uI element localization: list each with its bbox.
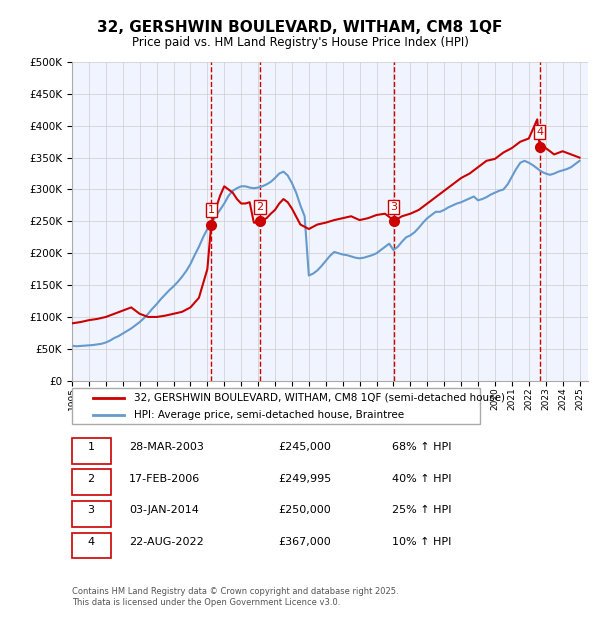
Text: £245,000: £245,000: [278, 442, 331, 452]
FancyBboxPatch shape: [72, 438, 110, 464]
Text: 2: 2: [88, 474, 95, 484]
Text: 1: 1: [208, 205, 215, 215]
Text: 4: 4: [536, 127, 543, 137]
Text: 28-MAR-2003: 28-MAR-2003: [129, 442, 203, 452]
Text: £249,995: £249,995: [278, 474, 332, 484]
Text: 4: 4: [88, 537, 95, 547]
Text: 68% ↑ HPI: 68% ↑ HPI: [392, 442, 451, 452]
Text: 10% ↑ HPI: 10% ↑ HPI: [392, 537, 451, 547]
Text: HPI: Average price, semi-detached house, Braintree: HPI: Average price, semi-detached house,…: [134, 410, 404, 420]
Text: 32, GERSHWIN BOULEVARD, WITHAM, CM8 1QF: 32, GERSHWIN BOULEVARD, WITHAM, CM8 1QF: [97, 20, 503, 35]
Text: £367,000: £367,000: [278, 537, 331, 547]
Text: 22-AUG-2022: 22-AUG-2022: [129, 537, 203, 547]
Text: £250,000: £250,000: [278, 505, 331, 515]
Text: Price paid vs. HM Land Registry's House Price Index (HPI): Price paid vs. HM Land Registry's House …: [131, 36, 469, 48]
Text: 3: 3: [88, 505, 95, 515]
FancyBboxPatch shape: [72, 389, 479, 424]
FancyBboxPatch shape: [72, 533, 110, 559]
FancyBboxPatch shape: [72, 469, 110, 495]
FancyBboxPatch shape: [72, 501, 110, 527]
Text: 17-FEB-2006: 17-FEB-2006: [129, 474, 200, 484]
Text: 2: 2: [257, 202, 263, 212]
Text: 25% ↑ HPI: 25% ↑ HPI: [392, 505, 451, 515]
Text: 32, GERSHWIN BOULEVARD, WITHAM, CM8 1QF (semi-detached house): 32, GERSHWIN BOULEVARD, WITHAM, CM8 1QF …: [134, 393, 505, 403]
Text: 1: 1: [88, 442, 95, 452]
Text: 3: 3: [390, 202, 397, 212]
Text: 40% ↑ HPI: 40% ↑ HPI: [392, 474, 451, 484]
Text: 03-JAN-2014: 03-JAN-2014: [129, 505, 199, 515]
Text: Contains HM Land Registry data © Crown copyright and database right 2025.
This d: Contains HM Land Registry data © Crown c…: [72, 587, 398, 606]
